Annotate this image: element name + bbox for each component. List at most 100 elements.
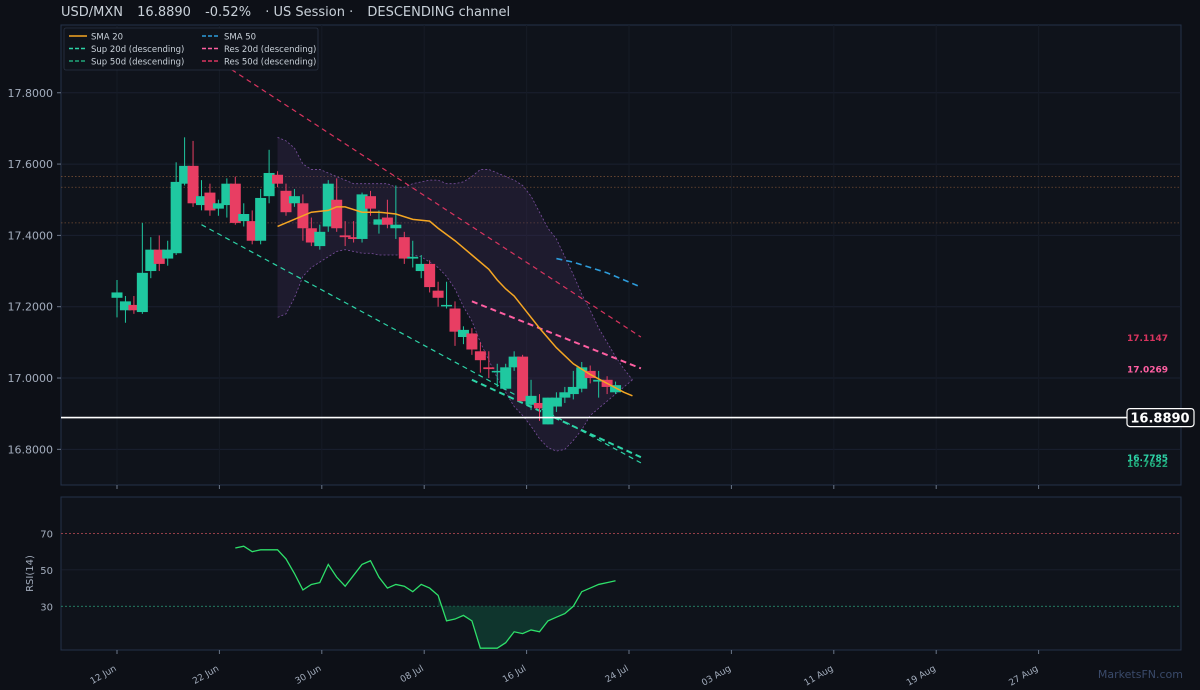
bollinger-lower-line	[277, 249, 633, 452]
candle-up	[373, 219, 385, 225]
candle-up	[221, 183, 233, 206]
candle-down	[339, 235, 351, 238]
sup50-trendline	[471, 378, 642, 459]
candle-down	[331, 199, 343, 229]
candle-up	[145, 249, 157, 272]
session-label: · US Session ·	[265, 5, 354, 20]
candle-up	[576, 367, 588, 389]
candle-up	[415, 263, 427, 272]
candle-up	[441, 304, 453, 307]
candle-down	[365, 196, 376, 209]
candle-down	[280, 190, 292, 213]
x-tick-label: 24 Jul	[604, 664, 631, 685]
candle-up	[288, 196, 300, 204]
candle-up	[559, 392, 571, 398]
candle-up	[212, 203, 224, 209]
level-label-sup50: 16.7622	[1127, 460, 1168, 470]
watermark: MarketsFN.com	[1097, 668, 1183, 681]
candle-up	[550, 397, 562, 407]
x-tick-label: 16 Jul	[501, 664, 528, 685]
x-tick-label: 08 Jul	[399, 664, 426, 685]
candle-up	[525, 395, 537, 405]
candle-down	[474, 351, 486, 361]
y-tick-label: 17.8000	[8, 87, 54, 100]
candle-down	[398, 237, 410, 259]
pattern-label: DESCENDING channel	[367, 5, 511, 20]
change-label: -0.52%	[205, 5, 252, 20]
level-label-res20: 17.0269	[1127, 365, 1168, 375]
level-label-sup20: 16.7785	[1127, 454, 1168, 464]
legend-label-sup50: Sup 50d (descending)	[91, 58, 184, 68]
rsi-oversold-fill	[438, 595, 574, 649]
candle-down	[246, 221, 258, 241]
candle-down	[381, 217, 393, 225]
candle-down	[432, 290, 444, 298]
rsi-tick-label: 30	[40, 602, 53, 613]
legend-label-sma50: SMA 50	[224, 33, 256, 43]
rsi-axis-label: RSI(14)	[25, 555, 36, 592]
price-label: 16.8890	[137, 5, 191, 20]
candle-up	[111, 292, 123, 298]
candle-up	[567, 386, 579, 395]
candle-up	[314, 231, 326, 247]
rsi-tick-label: 50	[40, 566, 53, 577]
res50-trendline	[201, 49, 642, 338]
candle-up	[508, 356, 520, 368]
legend-label-sma20: SMA 20	[91, 33, 123, 43]
candle-up	[263, 172, 275, 197]
rsi-tick-label: 70	[40, 529, 53, 540]
candle-up	[542, 397, 554, 425]
candle-down	[449, 308, 461, 332]
x-tick-label: 11 Aug	[803, 664, 836, 689]
candle-up	[356, 194, 368, 239]
candle-up	[610, 385, 622, 393]
rsi-line	[235, 545, 616, 649]
price-tag-box	[1126, 408, 1195, 428]
sma20-line	[277, 206, 633, 397]
candle-up	[136, 272, 148, 313]
candle-down	[483, 367, 495, 370]
price-tag-text: 16.8890	[1130, 412, 1189, 427]
candle-down	[305, 228, 317, 243]
bollinger-upper-line	[277, 136, 633, 381]
candle-up	[407, 256, 419, 259]
x-tick-label: 30 Jun	[294, 664, 324, 687]
candle-down	[204, 192, 216, 211]
candle-up	[162, 249, 174, 259]
legend-label-res20: Res 20d (descending)	[224, 45, 316, 55]
res20-trendline	[471, 300, 642, 370]
y-tick-label: 17.0000	[8, 372, 54, 385]
candle-up	[179, 165, 191, 184]
legend-label-sup20: Sup 20d (descending)	[91, 45, 184, 55]
candle-down	[153, 249, 165, 264]
x-tick-label: 19 Aug	[905, 664, 938, 689]
candle-down	[534, 402, 545, 409]
legend-label-res50: Res 50d (descending)	[224, 58, 316, 68]
legend-box	[63, 27, 319, 71]
x-tick-label: 27 Aug	[1007, 664, 1040, 689]
level-label-res50: 17.1147	[1127, 334, 1168, 344]
symbol-label: USD/MXN	[61, 5, 124, 20]
rsi-panel	[60, 496, 1182, 651]
candle-up	[457, 329, 469, 338]
candle-up	[500, 367, 512, 389]
candle-down	[128, 304, 140, 311]
candle-down	[348, 237, 360, 239]
candle-down	[517, 356, 529, 402]
candle-up	[390, 224, 402, 229]
candle-down	[466, 333, 478, 350]
candle-up	[255, 197, 267, 241]
candle-down	[229, 183, 241, 223]
x-tick-label: 03 Aug	[700, 664, 733, 689]
y-tick-label: 17.2000	[8, 301, 54, 314]
x-tick-label: 22 Jun	[191, 664, 221, 687]
y-tick-label: 16.8000	[8, 443, 54, 456]
chart-header: USD/MXN 16.8890 -0.52% · US Session · DE…	[61, 5, 520, 20]
candle-up	[170, 181, 182, 254]
y-tick-label: 17.4000	[8, 229, 54, 242]
price-panel	[60, 24, 1182, 486]
sma50-line	[556, 257, 642, 288]
candle-up	[322, 183, 334, 227]
candle-down	[187, 165, 199, 204]
